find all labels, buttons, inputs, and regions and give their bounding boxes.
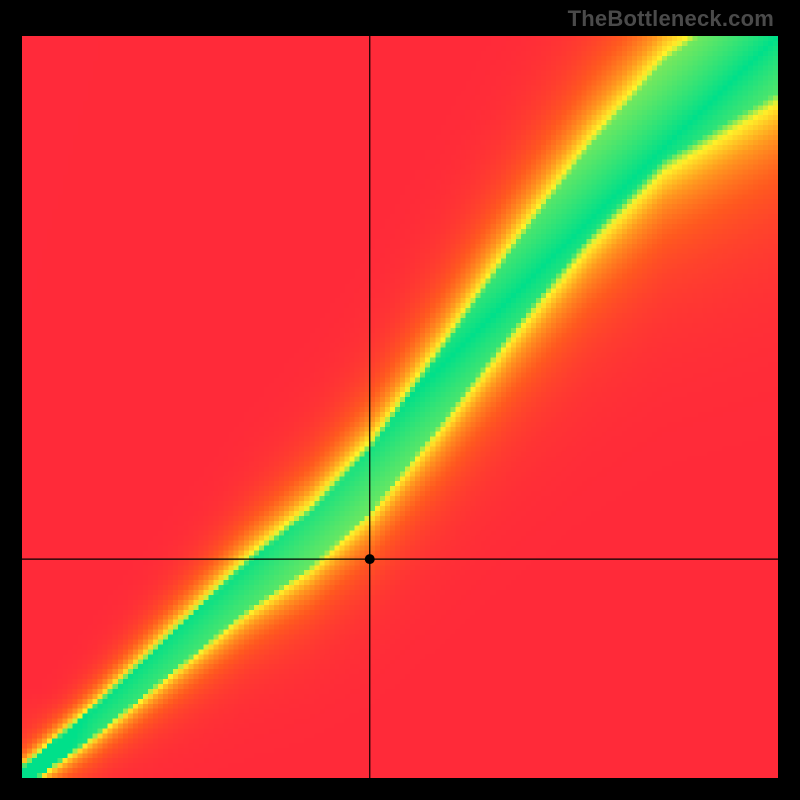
watermark-text: TheBottleneck.com — [568, 6, 774, 32]
bottleneck-heatmap — [22, 36, 778, 778]
plot-area — [22, 36, 778, 778]
chart-container: TheBottleneck.com — [0, 0, 800, 800]
